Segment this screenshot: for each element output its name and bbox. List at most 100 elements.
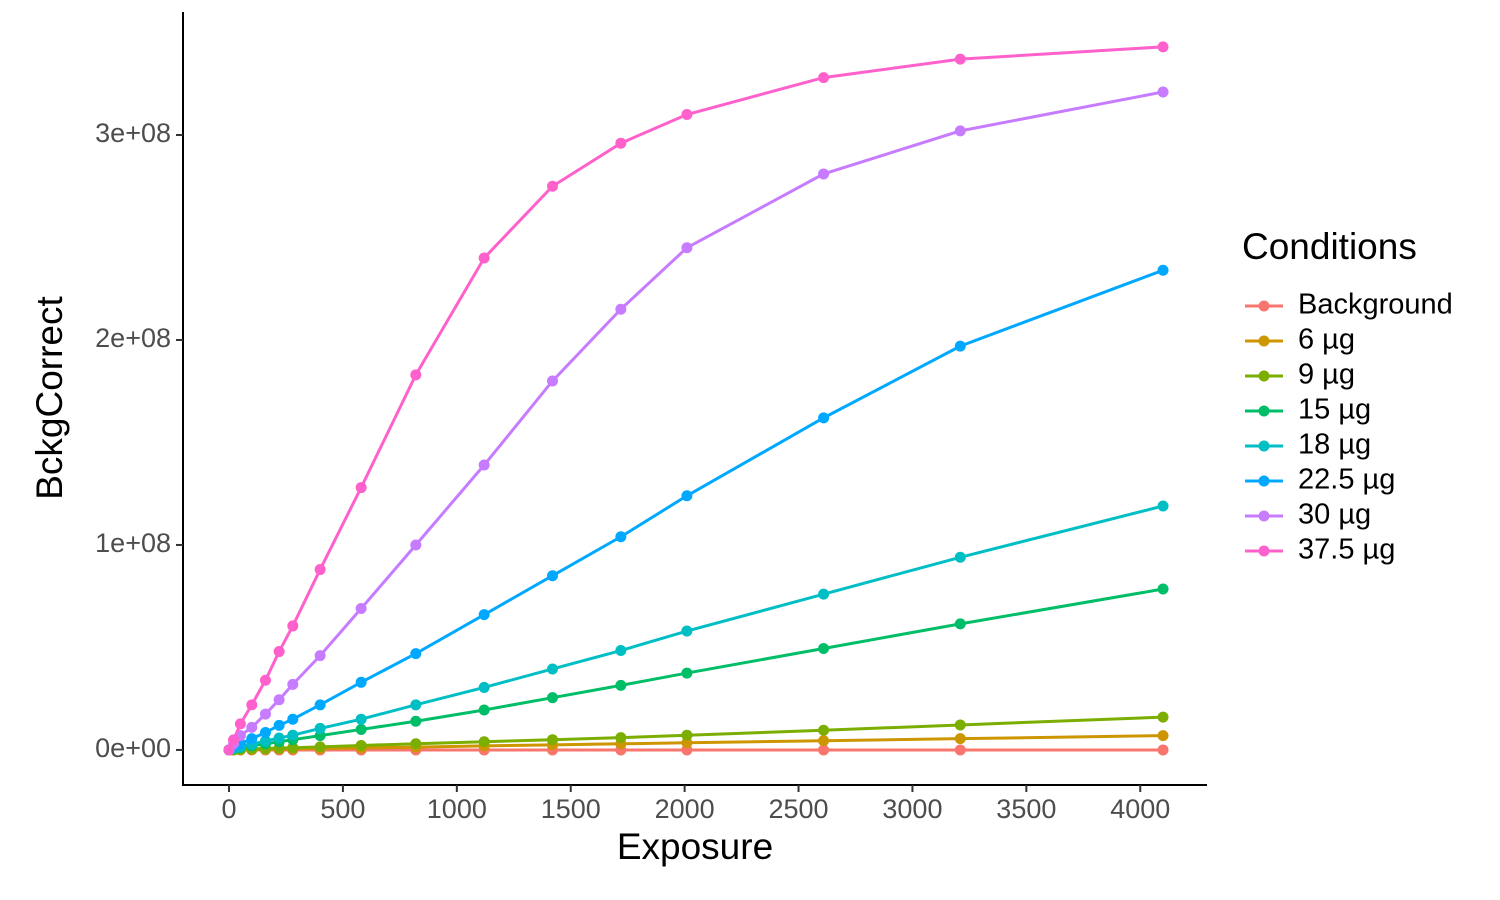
data-point bbox=[314, 650, 326, 662]
data-point bbox=[478, 252, 490, 264]
data-point bbox=[228, 734, 240, 746]
data-point bbox=[1157, 500, 1169, 512]
data-point bbox=[1157, 86, 1169, 98]
data-point bbox=[314, 741, 326, 753]
legend-label: 6 µg bbox=[1298, 324, 1355, 356]
data-point bbox=[314, 564, 326, 576]
data-point bbox=[818, 412, 830, 424]
data-point bbox=[954, 618, 966, 630]
data-point bbox=[246, 721, 258, 733]
data-point bbox=[287, 678, 299, 690]
data-point bbox=[410, 699, 422, 711]
data-point bbox=[681, 242, 693, 254]
legend-key-point bbox=[1258, 405, 1270, 417]
series-line bbox=[228, 268, 1164, 752]
data-point bbox=[1157, 730, 1169, 742]
data-point bbox=[818, 168, 830, 180]
data-point bbox=[681, 490, 693, 502]
data-point bbox=[355, 482, 367, 494]
data-point bbox=[478, 736, 490, 748]
data-point bbox=[547, 663, 559, 675]
data-point bbox=[410, 369, 422, 381]
legend-label: Background bbox=[1298, 289, 1453, 321]
data-point bbox=[681, 729, 693, 741]
x-tick-label: 4000 bbox=[1110, 794, 1170, 824]
legend-key-point bbox=[1258, 510, 1270, 522]
data-point bbox=[547, 375, 559, 387]
legend-key-point bbox=[1258, 335, 1270, 347]
data-point bbox=[273, 719, 285, 731]
x-tick-label: 2000 bbox=[655, 794, 715, 824]
series-line bbox=[227, 90, 1164, 751]
legend-key-point bbox=[1258, 370, 1270, 382]
data-point bbox=[259, 727, 271, 739]
data-point bbox=[818, 744, 830, 756]
legend-key-point bbox=[1258, 545, 1270, 557]
data-point bbox=[1157, 41, 1169, 53]
legend-key-point bbox=[1258, 300, 1270, 312]
data-point bbox=[355, 739, 367, 751]
data-point bbox=[818, 588, 830, 600]
legend-key-point bbox=[1258, 475, 1270, 487]
data-point bbox=[1157, 264, 1169, 276]
data-point bbox=[410, 738, 422, 750]
legend-label: 18 µg bbox=[1298, 429, 1371, 461]
data-point bbox=[355, 676, 367, 688]
y-tick-label: 2e+08 bbox=[95, 323, 171, 353]
y-axis-title: BckgCorrect bbox=[29, 296, 70, 500]
data-point bbox=[259, 708, 271, 720]
series-line bbox=[227, 45, 1164, 751]
data-point bbox=[273, 732, 285, 744]
data-point bbox=[246, 733, 258, 745]
data-point bbox=[287, 713, 299, 725]
series-line bbox=[228, 734, 1164, 752]
data-point bbox=[1157, 744, 1169, 756]
legend-label: 37.5 µg bbox=[1298, 534, 1395, 566]
data-point bbox=[314, 722, 326, 734]
y-tick-label: 3e+08 bbox=[95, 118, 171, 148]
data-point bbox=[615, 137, 627, 149]
data-point bbox=[1157, 583, 1169, 595]
legend-label: 9 µg bbox=[1298, 359, 1355, 391]
data-point bbox=[818, 724, 830, 736]
data-point bbox=[615, 679, 627, 691]
data-point bbox=[355, 723, 367, 735]
data-point bbox=[246, 699, 258, 711]
data-point bbox=[547, 692, 559, 704]
data-point bbox=[818, 735, 830, 747]
data-point bbox=[259, 674, 271, 686]
x-tick-label: 500 bbox=[320, 794, 365, 824]
legend-label: 22.5 µg bbox=[1298, 464, 1395, 496]
data-point bbox=[478, 704, 490, 716]
x-tick-label: 1000 bbox=[427, 794, 487, 824]
series-line bbox=[228, 587, 1164, 752]
data-point bbox=[615, 732, 627, 744]
data-point bbox=[615, 645, 627, 657]
data-point bbox=[259, 735, 271, 747]
data-point bbox=[818, 642, 830, 654]
legend-label: 15 µg bbox=[1298, 394, 1371, 426]
data-point bbox=[818, 72, 830, 84]
data-point bbox=[681, 108, 693, 120]
data-point bbox=[478, 459, 490, 471]
data-point bbox=[954, 733, 966, 745]
series-line bbox=[228, 715, 1164, 752]
data-point bbox=[681, 737, 693, 749]
data-point bbox=[273, 646, 285, 658]
x-tick-label: 3500 bbox=[996, 794, 1056, 824]
data-point bbox=[615, 303, 627, 315]
legend-label: 30 µg bbox=[1298, 499, 1371, 531]
y-tick-label: 0e+00 bbox=[95, 733, 171, 763]
data-point bbox=[355, 713, 367, 725]
x-tick-label: 0 bbox=[222, 794, 237, 824]
legend-title: Conditions bbox=[1242, 226, 1417, 267]
data-point bbox=[954, 340, 966, 352]
data-point bbox=[478, 681, 490, 693]
legend-key-point bbox=[1258, 440, 1270, 452]
x-tick-label: 3000 bbox=[882, 794, 942, 824]
data-point bbox=[547, 180, 559, 192]
data-point bbox=[410, 715, 422, 727]
data-point bbox=[355, 603, 367, 615]
series-line bbox=[228, 504, 1164, 752]
